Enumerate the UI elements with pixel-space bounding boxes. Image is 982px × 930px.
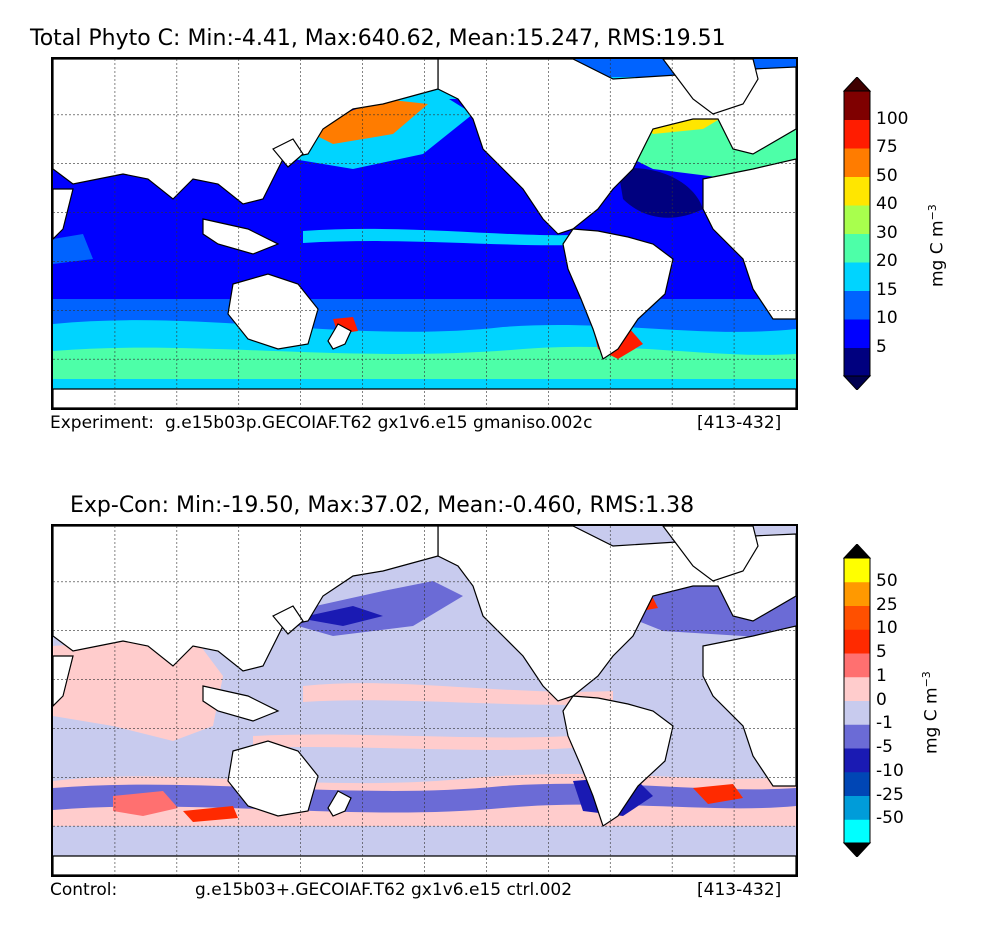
colorbar-segment [844,748,870,773]
colorbar-extend-top [842,76,872,92]
top-map [51,57,798,410]
bottom-caption-left: Control: [50,880,118,900]
colorbar-segment [844,205,870,234]
bottom-caption-mid: g.e15b03+.GECOIAF.T62 gx1v6.e15 ctrl.002 [195,880,573,900]
top-caption-mid: g.e15b03p.GECOIAF.T62 gx1v6.e15 gmaniso.… [165,413,593,433]
colorbar-segment [844,262,870,291]
landmass-indo [202,218,280,255]
colorbar-tick-label: 20 [876,251,898,271]
colorbar-tick-label: 40 [876,194,898,214]
landmass-nz [327,790,352,817]
colorbar-tick-label: -5 [876,737,893,757]
landmass-indo [202,685,280,722]
top-colorbar [842,76,872,391]
colorbar-segment [844,290,870,320]
landmass-africaW [53,188,74,240]
colorbar-tick-label: -25 [876,784,904,805]
colorbar-tick-label: 10 [876,618,898,639]
top-caption-left: Experiment: [50,413,154,433]
colorbar-extend-top [842,543,872,559]
landmass-australia [227,740,319,817]
colorbar-segment [844,176,870,206]
colorbar-extend-bottom [842,375,872,391]
colorbar-segment [844,700,870,725]
landmass-australia [227,273,319,350]
colorbar-segment [844,795,870,820]
landmass-nz [327,323,352,350]
colorbar-tick-label: 1 [876,665,887,686]
landmass-eurasia [53,526,439,672]
colorbar-segment [844,605,870,630]
colorbar-segment [844,771,870,796]
colorbar-tick-label: -10 [876,760,904,781]
bottom-panel-title: Exp-Con: Min:-19.50, Max:37.02, Mean:-0.… [70,493,695,518]
colorbar-segment [844,676,870,701]
bottom-caption-right: [413-432] [697,880,782,900]
colorbar-segment [844,233,870,263]
colorbar-segment [844,653,870,678]
colorbar-tick-label: 15 [876,279,898,300]
landmass-japan [272,138,304,168]
colorbar-tick-label: 75 [876,137,898,157]
colorbar-segment [844,91,870,120]
colorbar-extend-bottom [842,842,872,858]
landmass-africa [702,158,796,320]
colorbar-tick-label: 5 [876,336,887,357]
colorbar-tick-label: 5 [876,642,887,662]
bottom-colorbar [842,543,872,858]
landmass-africaW [53,655,74,707]
colorbar-tick-label: 50 [876,165,898,186]
colorbar-tick-label: 0 [876,689,887,710]
colorbar-tick-label: 50 [876,570,898,591]
landmass-japan [272,605,304,635]
top-panel-title: Total Phyto C: Min:-4.41, Max:640.62, Me… [30,26,726,51]
colorbar-segment [844,629,870,654]
colorbar-segment [844,724,870,749]
colorbar-segment [844,819,870,844]
colorbar-segment [844,119,870,149]
landmass-eurasia [53,59,439,205]
colorbar-tick-label: -1 [876,713,893,734]
colorbar-tick-label: 25 [876,594,898,615]
colorbar-tick-label: 10 [876,308,898,328]
top-colorbar-unit: mg C m−3 [926,204,948,287]
bottom-map [51,524,798,877]
colorbar-segment [844,148,870,177]
colorbar-tick-label: 100 [876,108,909,129]
landmass-africa [702,625,796,787]
colorbar-segment [844,319,870,348]
colorbar-tick-label: 30 [876,222,898,243]
colorbar-segment [844,581,870,606]
colorbar-segment [844,347,870,377]
top-caption-right: [413-432] [697,413,782,433]
bottom-colorbar-unit: mg C m−3 [920,671,942,754]
colorbar-segment [844,558,870,583]
colorbar-tick-label: -50 [876,808,904,829]
